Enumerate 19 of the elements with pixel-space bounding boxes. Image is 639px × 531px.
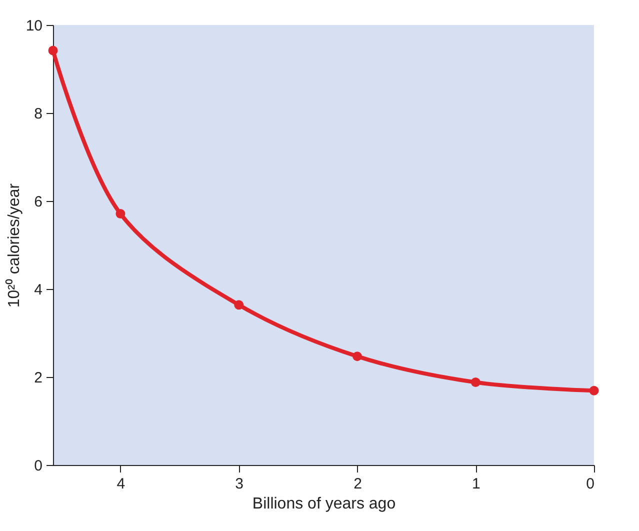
x-tick-label: 1 xyxy=(472,476,480,492)
point xyxy=(470,378,480,388)
point xyxy=(234,300,244,310)
x-tick-label: 2 xyxy=(354,476,362,492)
y-tick-label: 4 xyxy=(34,282,42,298)
y-axis-title: 10²⁰ calories/year xyxy=(4,182,23,308)
point xyxy=(589,386,599,396)
x-tick-label: 4 xyxy=(116,476,126,492)
y-tick-label: 0 xyxy=(34,458,42,474)
y-tick-label: 6 xyxy=(34,194,42,210)
y-tick-label: 8 xyxy=(34,106,42,122)
x-tick-label: 3 xyxy=(235,476,244,492)
x-tick-label: 0 xyxy=(586,476,594,492)
x-axis-title: Billions of years ago xyxy=(252,496,396,512)
point xyxy=(48,46,58,56)
y-tick-label: 2 xyxy=(34,370,42,386)
point xyxy=(352,352,362,362)
y-tick-label: 10 xyxy=(26,18,42,34)
point xyxy=(116,209,126,218)
